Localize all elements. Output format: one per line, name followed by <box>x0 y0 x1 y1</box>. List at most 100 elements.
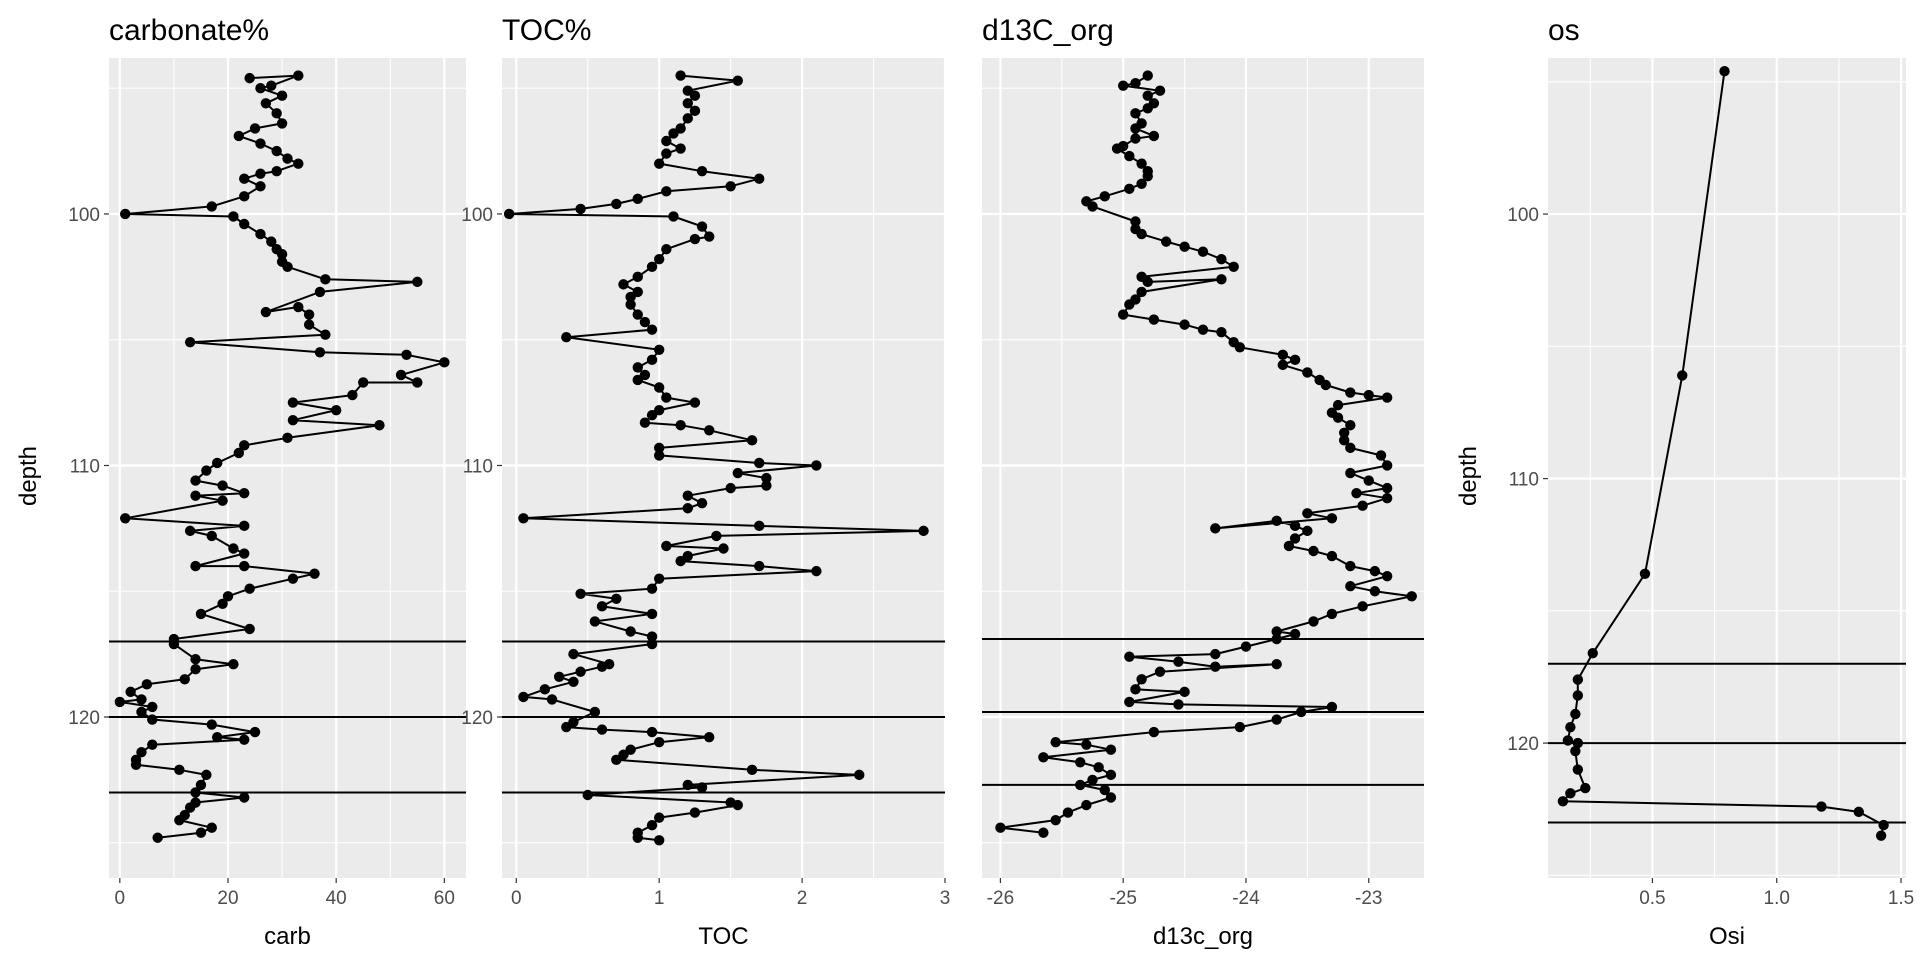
data-point <box>211 731 223 743</box>
data-point <box>1173 656 1184 667</box>
data-point <box>1105 792 1117 803</box>
data-point <box>682 98 693 109</box>
data-point <box>725 482 736 494</box>
x-tick-label: 1.0 <box>1764 888 1790 909</box>
data-point <box>553 671 565 682</box>
data-point <box>682 779 693 791</box>
data-point <box>1326 608 1338 620</box>
data-point <box>661 135 672 147</box>
data-point <box>271 145 282 157</box>
data-point <box>206 822 217 833</box>
data-point <box>1381 492 1393 504</box>
data-point <box>539 684 551 695</box>
y-tick-label: 110 <box>1509 470 1539 491</box>
data-point <box>1105 769 1117 781</box>
data-point <box>1210 648 1221 660</box>
data-point <box>260 98 272 109</box>
data-point <box>653 450 665 461</box>
data-point <box>718 543 729 554</box>
data-point <box>1363 389 1374 401</box>
data-point <box>653 573 665 584</box>
data-point <box>330 404 342 416</box>
data-point <box>1099 784 1110 796</box>
data-point <box>239 560 250 572</box>
data-point <box>1381 570 1393 582</box>
data-point <box>276 248 288 260</box>
data-point <box>314 347 326 358</box>
data-point <box>1124 696 1135 708</box>
data-point <box>632 374 643 386</box>
data-point <box>1570 745 1581 757</box>
data-point <box>201 465 212 476</box>
data-point <box>1087 774 1098 786</box>
data-point <box>1179 686 1190 698</box>
data-point <box>1406 591 1417 602</box>
data-point <box>646 608 658 620</box>
data-point <box>689 105 701 117</box>
data-point <box>675 70 686 81</box>
data-point <box>1050 814 1061 826</box>
panel-4: 100 110 120 0.5 1.0 1.5 os Osi depth <box>1455 14 1914 950</box>
data-point <box>661 392 672 403</box>
data-point <box>184 337 196 348</box>
data-point <box>704 731 715 743</box>
data-point <box>1381 460 1393 471</box>
data-point <box>190 560 201 572</box>
data-point <box>1369 586 1381 597</box>
data-point <box>596 601 608 612</box>
data-point <box>1677 370 1688 381</box>
data-point <box>136 747 147 758</box>
data-point <box>239 487 250 499</box>
data-point <box>582 789 593 801</box>
data-point <box>206 719 217 730</box>
data-point <box>625 291 636 303</box>
panel-title: os <box>1548 14 1580 47</box>
data-point <box>1289 628 1301 640</box>
data-point <box>228 658 239 670</box>
data-point <box>1173 699 1184 710</box>
data-point <box>696 782 708 793</box>
data-point <box>1875 830 1887 841</box>
data-point <box>1130 216 1141 227</box>
data-point <box>1853 806 1864 818</box>
data-point <box>260 306 272 318</box>
data-point <box>1338 427 1350 438</box>
data-point <box>1381 482 1393 494</box>
data-point <box>179 674 190 685</box>
data-point <box>1130 684 1141 695</box>
data-point <box>646 324 658 335</box>
data-point <box>239 440 250 451</box>
data-point <box>1565 788 1576 799</box>
x-tick-label: 1 <box>654 888 665 909</box>
data-point <box>1124 183 1135 194</box>
data-point <box>696 498 708 509</box>
data-point <box>646 261 658 272</box>
data-point <box>1136 228 1147 240</box>
data-point <box>661 540 672 552</box>
data-point <box>1271 515 1282 527</box>
data-point <box>358 377 369 388</box>
data-point <box>287 397 299 408</box>
data-point <box>1357 500 1368 511</box>
x-tick-label: 40 <box>326 888 347 909</box>
data-point <box>1124 150 1135 162</box>
data-point <box>575 203 586 215</box>
panel-title: d13C_org <box>982 14 1114 47</box>
data-point <box>1320 379 1331 391</box>
y-tick-label: 120 <box>1507 734 1539 755</box>
data-point <box>309 568 320 579</box>
data-point <box>120 208 131 220</box>
data-point <box>1179 241 1190 252</box>
data-point <box>1136 178 1147 189</box>
data-point <box>611 754 622 765</box>
data-point <box>152 832 163 843</box>
x-axis-title: carb <box>264 923 311 950</box>
data-point <box>1130 108 1141 119</box>
data-point <box>646 354 658 366</box>
data-point <box>632 362 643 373</box>
data-point <box>704 425 715 436</box>
data-point <box>646 631 658 642</box>
data-point <box>568 676 579 688</box>
data-point <box>1302 508 1313 519</box>
data-point <box>1271 633 1282 645</box>
